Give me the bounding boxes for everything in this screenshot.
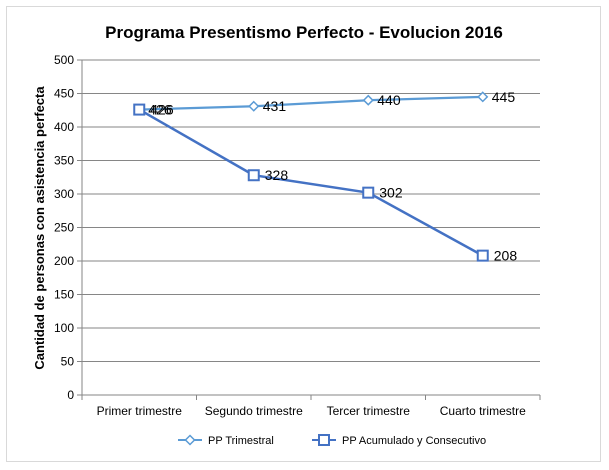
legend-marker (184, 434, 196, 446)
y-tick-label: 0 (67, 388, 74, 402)
y-tick-label: 200 (54, 254, 74, 268)
chart-frame (6, 6, 601, 462)
data-point (362, 186, 375, 199)
data-label: 208 (494, 248, 518, 264)
y-tick-label: 450 (54, 87, 74, 101)
x-tick-label: Tercer trimestre (327, 404, 411, 418)
y-tick-label: 500 (54, 53, 74, 67)
x-tick-label: Primer trimestre (97, 404, 183, 418)
series-layer (133, 91, 489, 262)
y-tick-label: 100 (54, 321, 74, 335)
y-axis-title: Cantidad de personas con asistencia perf… (32, 86, 47, 370)
x-tick-label: Cuarto trimestre (440, 404, 526, 418)
series-line-1 (138, 108, 484, 257)
data-label: 426 (148, 102, 172, 118)
y-tick-label: 150 (54, 288, 74, 302)
gridlines (82, 59, 540, 362)
data-label: 328 (265, 167, 289, 183)
data-point (362, 94, 374, 106)
legend-entry: PP Trimestral (208, 435, 274, 447)
legend-marker (318, 434, 330, 446)
legend: PP Trimestral PP Acumulado y Consecutivo (178, 434, 486, 447)
data-point (477, 91, 489, 103)
data-point (248, 100, 260, 112)
chart-title: Programa Presentismo Perfecto - Evolucio… (105, 23, 503, 42)
data-label: 302 (379, 185, 403, 201)
y-tick-label: 300 (54, 187, 74, 201)
y-tick-label: 50 (61, 355, 75, 369)
data-label: 440 (377, 92, 401, 108)
data-point (476, 249, 489, 262)
data-label: 445 (492, 89, 516, 105)
y-tick-label: 250 (54, 221, 74, 235)
data-point (247, 169, 260, 182)
series-line-0 (139, 95, 483, 111)
x-tick-label: Segundo trimestre (205, 404, 303, 418)
legend-entry: PP Acumulado y Consecutivo (342, 435, 486, 447)
y-tick-label: 400 (54, 120, 74, 134)
y-tick-label: 350 (54, 154, 74, 168)
data-label: 426 (150, 102, 174, 118)
axes: 0 50 100 150 200 250 300 350 400 450 500 Primer tri… (54, 53, 541, 418)
data-point (133, 103, 146, 116)
data-label: 431 (263, 98, 287, 114)
